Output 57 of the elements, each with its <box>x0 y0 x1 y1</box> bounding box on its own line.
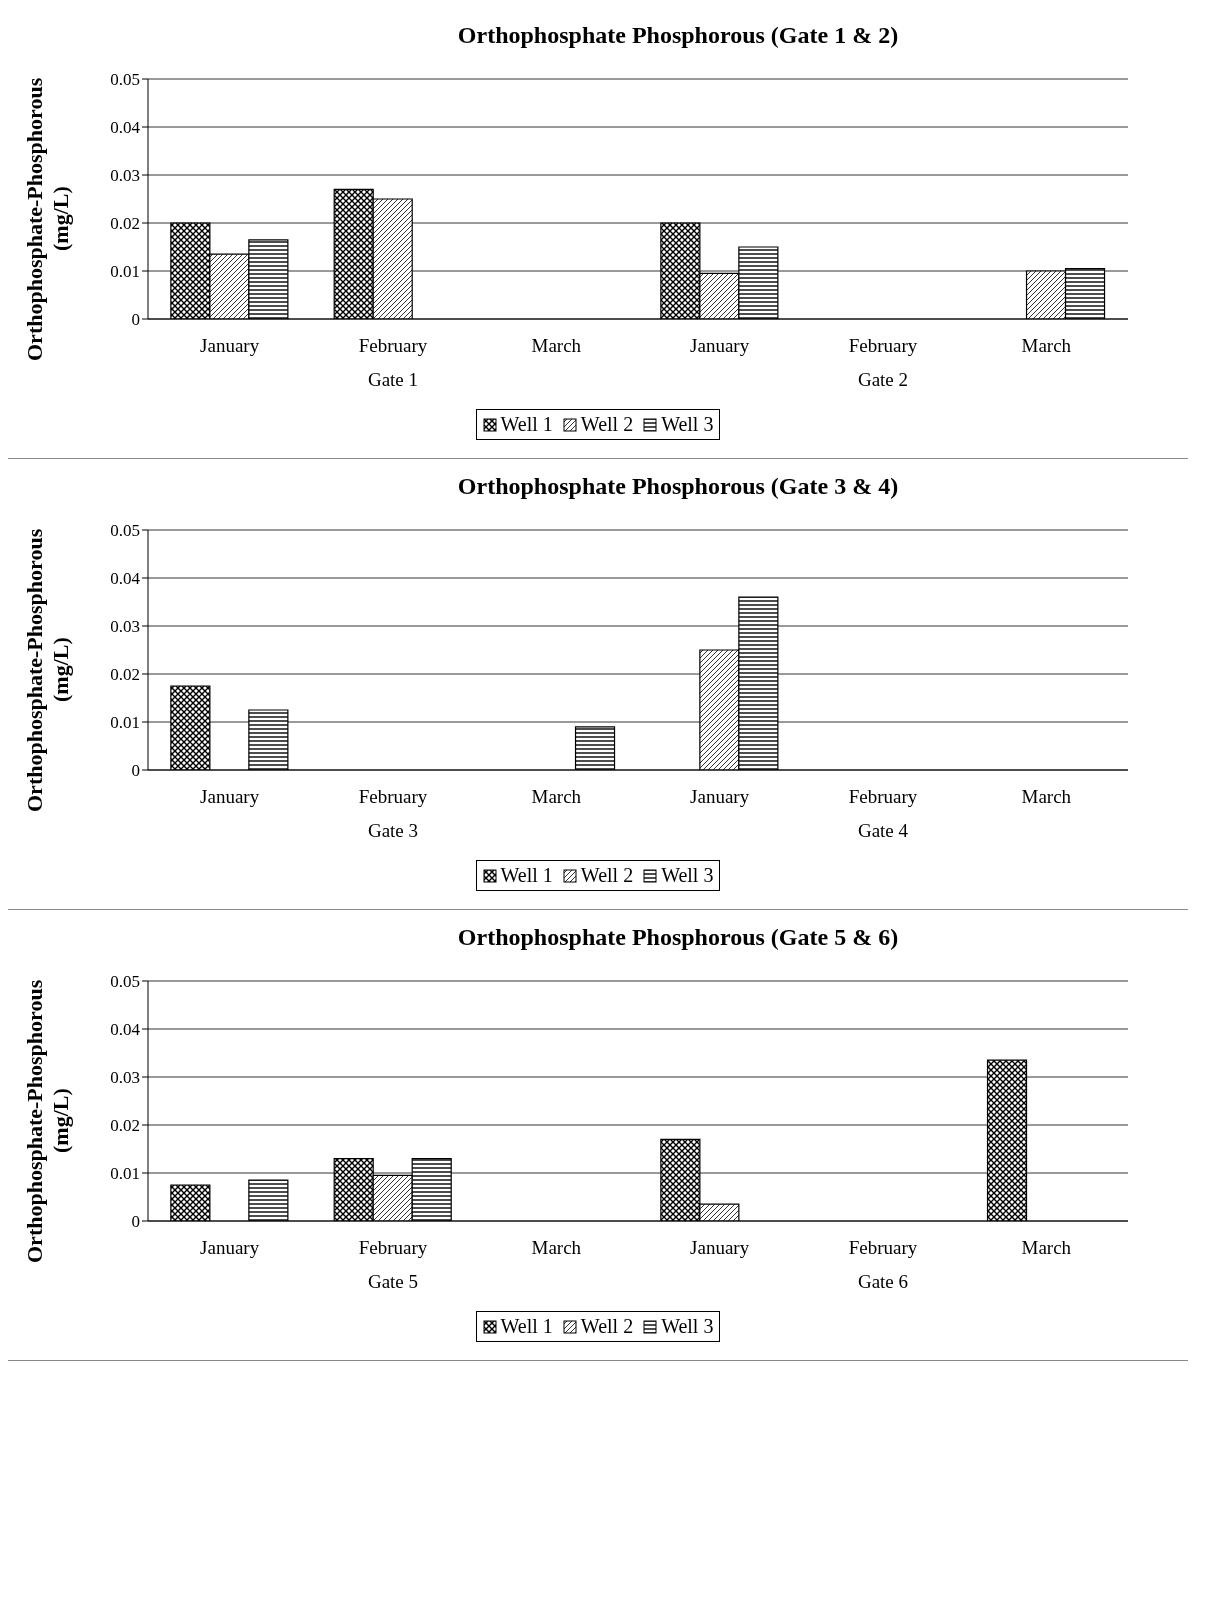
text: Gate 2 <box>856 369 910 391</box>
x-tick-label: February <box>358 1237 428 1259</box>
y-axis-title: Orthophosphate-Phosphorous (mg/L) <box>22 76 74 363</box>
chart-title: Orthophosphate Phosphorous (Gate 3 & 4) <box>456 473 900 500</box>
text: Gate 5 <box>366 1271 420 1293</box>
y-tick-label: 0.05 <box>110 972 140 992</box>
y-tick-label: 0.03 <box>110 166 140 186</box>
x-tick-label: January <box>200 335 260 357</box>
x-tick-label: February <box>358 786 428 808</box>
x-tick-label: February <box>358 335 428 357</box>
text: Gate 3 <box>366 820 420 842</box>
x-tick-label: March <box>531 335 582 357</box>
y-tick-label: 0 <box>131 310 140 330</box>
x-tick-label: January <box>200 1237 260 1259</box>
y-axis-title: Orthophosphate-Phosphorous (mg/L) <box>22 527 74 814</box>
y-tick-label: 0.04 <box>110 569 141 589</box>
legend-label: Well 2 <box>580 413 634 436</box>
y-tick-label: 0.02 <box>110 1116 140 1136</box>
y-tick-label: 0.02 <box>110 214 140 234</box>
text: Gate 1 <box>366 369 420 391</box>
y-tick-label: 0.03 <box>110 617 140 637</box>
y-tick-label: 0.03 <box>110 1068 140 1088</box>
legend-label: Well 1 <box>500 1315 553 1338</box>
legend-label: Well 2 <box>580 864 634 887</box>
y-tick-label: 0.04 <box>110 118 141 138</box>
x-tick-label: March <box>531 786 582 808</box>
legend-label: Well 1 <box>500 413 553 436</box>
legend-label: Well 3 <box>661 413 714 436</box>
legend-label: Well 1 <box>500 864 553 887</box>
x-tick-label: February <box>848 335 918 357</box>
y-tick-label: 0.01 <box>110 1164 140 1184</box>
y-tick-label: 0 <box>131 1212 140 1232</box>
y-tick-label: 0.04 <box>110 1020 141 1040</box>
x-tick-label: March <box>1021 1237 1072 1259</box>
y-tick-label: 0.05 <box>110 70 140 90</box>
x-tick-label: January <box>200 786 260 808</box>
x-tick-label: February <box>848 1237 918 1259</box>
x-tick-label: January <box>690 1237 750 1259</box>
text: Gate 4 <box>856 820 910 842</box>
legend-label: Well 3 <box>661 864 714 887</box>
y-tick-label: 0.01 <box>110 262 140 282</box>
x-tick-label: February <box>848 786 918 808</box>
chart-title: Orthophosphate Phosphorous (Gate 5 & 6) <box>456 924 900 951</box>
y-tick-label: 0.01 <box>110 713 140 733</box>
legend-label: Well 3 <box>661 1315 714 1338</box>
x-tick-label: March <box>531 1237 582 1259</box>
text: Gate 6 <box>856 1271 910 1293</box>
chart-title: Orthophosphate Phosphorous (Gate 1 & 2) <box>456 22 900 49</box>
y-tick-label: 0.02 <box>110 665 140 685</box>
y-axis-title: Orthophosphate-Phosphorous (mg/L) <box>22 978 74 1265</box>
y-tick-label: 0.05 <box>110 521 140 541</box>
y-tick-label: 0 <box>131 761 140 781</box>
x-tick-label: March <box>1021 335 1072 357</box>
legend-label: Well 2 <box>580 1315 634 1338</box>
x-tick-label: January <box>690 786 750 808</box>
x-tick-label: January <box>690 335 750 357</box>
x-tick-label: March <box>1021 786 1072 808</box>
